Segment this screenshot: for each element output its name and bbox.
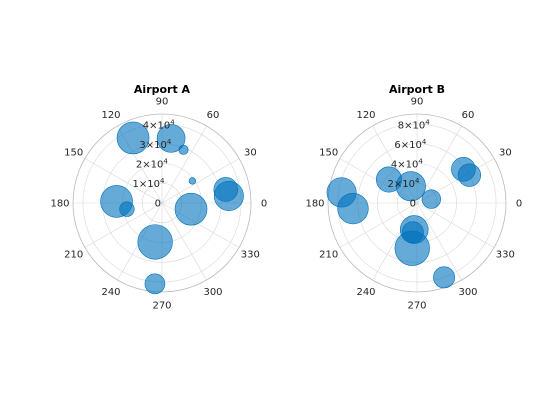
bubble-marker <box>394 230 430 266</box>
theta-gridline <box>416 202 495 248</box>
r-tick-label: 3×104 <box>139 138 171 151</box>
r-tick-mantissa: 6×10 <box>394 140 421 151</box>
theta-tick-label: 60 <box>207 110 220 121</box>
r-tick-label: 2×104 <box>387 177 419 190</box>
r-tick-exponent: 4 <box>422 138 427 146</box>
theta-tick-label: 300 <box>458 287 477 298</box>
theta-tick-label: 240 <box>356 287 375 298</box>
theta-tick-label: 120 <box>356 110 375 121</box>
theta-tick-label: 120 <box>101 110 120 121</box>
theta-tick-label: 30 <box>244 148 257 159</box>
bubble-marker <box>174 192 208 226</box>
theta-tick-label: 30 <box>499 148 512 159</box>
theta-tick-label: 180 <box>305 199 324 210</box>
theta-tick-label: 210 <box>64 250 83 261</box>
bubble-marker <box>144 273 166 295</box>
bubble-marker <box>375 166 402 193</box>
theta-tick-label: 150 <box>319 148 338 159</box>
bubble-markers <box>326 156 482 289</box>
r-tick-label: 4×104 <box>391 158 423 171</box>
theta-gridline <box>416 202 462 281</box>
r-tick-mantissa: 4×10 <box>391 160 418 171</box>
bubble-marker <box>213 177 239 202</box>
r-tick-label: 2×104 <box>136 158 168 171</box>
theta-gridline <box>84 158 163 204</box>
theta-tick-label: 90 <box>156 97 169 108</box>
r-tick-mantissa: 0 <box>410 199 416 210</box>
r-tick-label: 1×104 <box>132 177 164 190</box>
theta-tick-label: 270 <box>152 301 171 312</box>
chart-title: Airport B <box>389 83 445 96</box>
bubble-marker <box>178 144 189 155</box>
theta-tick-labels: 0 30 60 90 120 150 180 210 240 270 300 330 <box>50 97 267 312</box>
theta-gridline <box>84 202 163 248</box>
bubble-marker <box>116 121 150 155</box>
r-tick-label: 0 <box>410 199 416 210</box>
bubble-marker <box>433 266 456 289</box>
theta-gridline <box>372 202 418 281</box>
theta-tick-label: 90 <box>411 97 424 108</box>
r-tick-mantissa: 4×10 <box>143 121 170 132</box>
bubble-markers <box>100 121 244 295</box>
theta-gridline <box>339 202 418 248</box>
bubble-marker <box>188 177 197 185</box>
polar-chart-airport-a: Airport A 0 30 60 90 120 150 180 210 240 270 300 33… <box>50 83 267 312</box>
bubble-marker <box>457 163 482 187</box>
r-tick-exponent: 4 <box>418 158 423 166</box>
bubble-marker <box>137 224 173 260</box>
r-tick-label: 8×104 <box>398 119 430 132</box>
bubble-marker <box>119 201 135 217</box>
theta-tick-label: 180 <box>50 199 69 210</box>
r-tick-label: 6×104 <box>394 138 426 151</box>
r-tick-exponent: 4 <box>160 177 165 185</box>
r-tick-label: 4×104 <box>143 119 175 132</box>
r-tick-exponent: 4 <box>170 119 175 127</box>
r-tick-mantissa: 1×10 <box>132 179 159 190</box>
theta-tick-label: 240 <box>101 287 120 298</box>
r-tick-exponent: 4 <box>415 177 420 185</box>
r-tick-label: 0 <box>155 199 161 210</box>
theta-tick-label: 0 <box>261 199 267 210</box>
r-tick-mantissa: 8×10 <box>398 121 425 132</box>
bubble-marker <box>156 124 186 153</box>
theta-tick-labels: 0 30 60 90 120 150 180 210 240 270 300 330 <box>305 97 522 312</box>
r-tick-exponent: 4 <box>163 158 168 166</box>
r-tick-exponent: 4 <box>167 138 172 146</box>
chart-title: Airport A <box>134 83 191 96</box>
r-tick-mantissa: 0 <box>155 199 161 210</box>
theta-gridline <box>161 202 207 281</box>
r-tick-exponent: 4 <box>425 119 430 127</box>
polar-outer-boundary <box>72 113 252 293</box>
theta-tick-label: 330 <box>496 250 515 261</box>
r-tick-mantissa: 2×10 <box>387 179 414 190</box>
r-tick-mantissa: 3×10 <box>139 140 166 151</box>
polar-chart-airport-b: Airport B 0 30 60 90 120 150 180 210 240 270 300 33… <box>305 83 522 312</box>
theta-tick-label: 0 <box>516 199 522 210</box>
theta-tick-label: 210 <box>319 250 338 261</box>
theta-tick-label: 270 <box>407 301 426 312</box>
bubble-marker <box>337 192 369 225</box>
theta-tick-label: 300 <box>203 287 222 298</box>
bubble-marker <box>421 189 441 209</box>
theta-tick-label: 330 <box>241 250 260 261</box>
r-tick-mantissa: 2×10 <box>136 160 163 171</box>
theta-gridline <box>161 125 207 204</box>
polar-outer-boundary <box>327 113 507 293</box>
theta-tick-label: 150 <box>64 148 83 159</box>
theta-gridline <box>161 158 240 204</box>
theta-tick-label: 60 <box>462 110 475 121</box>
